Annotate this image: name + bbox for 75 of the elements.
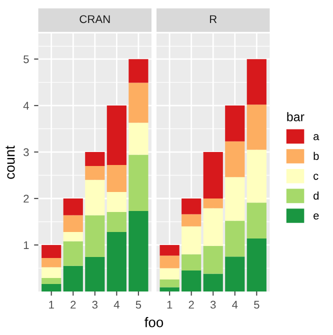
bar (160, 287, 180, 292)
bar (182, 226, 202, 254)
legend-title: bar (287, 112, 304, 122)
bar (128, 82, 148, 123)
bar (225, 220, 245, 257)
bar (85, 152, 105, 166)
bar (63, 232, 83, 242)
legend-label: d (314, 192, 319, 200)
bar (42, 258, 62, 268)
bar (246, 202, 266, 238)
y-tick-label: 2 (24, 194, 29, 203)
legend-label: e (314, 213, 319, 220)
bar (203, 208, 223, 246)
bar (106, 192, 126, 212)
bar (182, 254, 202, 271)
x-tick-label: 2 (188, 300, 194, 309)
bar (63, 266, 83, 292)
bar (225, 177, 245, 221)
bar (182, 198, 202, 214)
bar (246, 59, 266, 105)
bar (128, 122, 148, 155)
bar (85, 180, 105, 216)
bar (225, 106, 245, 142)
bar (160, 268, 180, 280)
bar (85, 166, 105, 180)
x-axis-title: foo (144, 317, 164, 328)
legend-label: b (314, 152, 319, 160)
bar (203, 152, 223, 198)
x-tick-label: 5 (254, 300, 260, 309)
y-tick-label: 4 (23, 102, 29, 110)
bar (106, 165, 126, 192)
bar (128, 59, 148, 83)
bar (182, 214, 202, 226)
bar (246, 238, 266, 292)
bar (160, 244, 180, 256)
y-tick-label: 3 (24, 148, 29, 156)
bar (106, 212, 126, 232)
bar (128, 154, 148, 212)
bar (203, 198, 223, 208)
bar (63, 241, 83, 266)
bar (63, 215, 83, 232)
bar (246, 104, 266, 150)
bar (203, 246, 223, 274)
bar (246, 150, 266, 203)
bar (203, 274, 223, 292)
x-tick-label: 4 (232, 300, 238, 309)
y-axis-title: count (6, 146, 15, 179)
bar (128, 211, 148, 292)
x-tick-label: 3 (92, 300, 98, 309)
x-tick-label: 1 (49, 300, 54, 309)
x-tick-label: 5 (136, 300, 142, 309)
bar (42, 284, 62, 292)
bar (160, 256, 180, 268)
x-tick-label: 1 (167, 300, 172, 309)
bar (106, 106, 126, 166)
bar (42, 244, 62, 258)
bar (160, 279, 180, 288)
bar (63, 198, 83, 216)
x-tick-label: 3 (210, 300, 216, 309)
legend-label: a (314, 134, 320, 140)
chart-title: R (210, 15, 217, 23)
bar (182, 270, 202, 292)
x-tick-label: 2 (70, 300, 76, 309)
x-tick-label: 4 (114, 300, 120, 309)
chart-title: CRAN (80, 15, 110, 24)
legend-label: c (314, 174, 318, 180)
bar (106, 232, 126, 292)
y-tick-label: 5 (24, 55, 29, 64)
bar (85, 215, 105, 258)
y-tick-label: 1 (24, 241, 29, 249)
bar (42, 278, 62, 284)
bar (225, 256, 245, 292)
bar (85, 257, 105, 292)
bar (42, 267, 62, 278)
bar (225, 141, 245, 178)
